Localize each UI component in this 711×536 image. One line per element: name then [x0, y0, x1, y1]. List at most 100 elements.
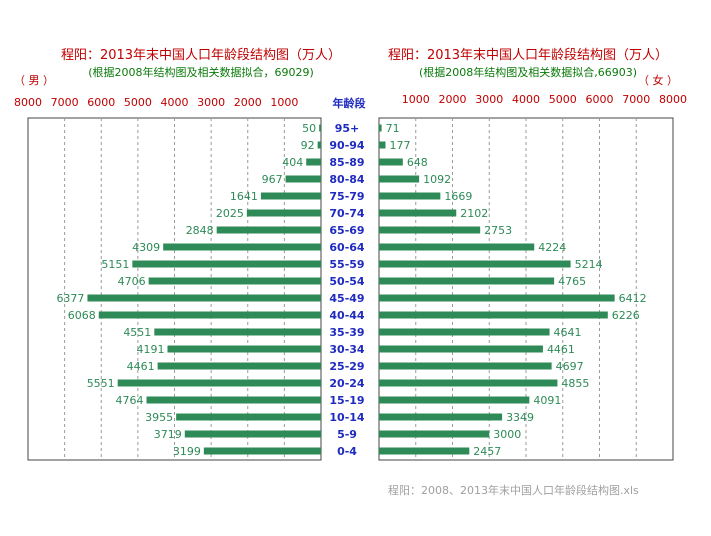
male-bar — [317, 141, 321, 149]
age-label: 50-54 — [329, 275, 365, 288]
age-label: 45-49 — [329, 292, 364, 305]
male-value-label: 404 — [282, 156, 303, 169]
female-value-label: 4697 — [556, 360, 584, 373]
female-value-label: 4224 — [538, 241, 566, 254]
female-bar — [379, 124, 382, 132]
male-bar — [184, 430, 321, 438]
female-value-label: 648 — [407, 156, 428, 169]
female-bar — [379, 158, 403, 166]
female-bar — [379, 447, 470, 455]
female-value-label: 3349 — [506, 411, 534, 424]
male-value-label: 3199 — [173, 445, 201, 458]
male-bar — [176, 413, 321, 421]
male-bar — [117, 379, 321, 387]
male-value-label: 967 — [262, 173, 283, 186]
bars — [87, 124, 615, 455]
age-label: 85-89 — [329, 156, 364, 169]
age-label: 35-39 — [329, 326, 364, 339]
age-label: 80-84 — [329, 173, 365, 186]
female-value-label: 4855 — [561, 377, 589, 390]
age-label: 5-9 — [337, 428, 357, 441]
male-value-label: 6377 — [56, 292, 84, 305]
male-label: （ 男 ） — [14, 74, 54, 87]
right-tick-label: 1000 — [402, 93, 430, 106]
male-value-label: 4706 — [118, 275, 146, 288]
female-bar — [379, 209, 457, 217]
source-file-label: 程阳：2008、2013年末中国人口年龄段结构图.xls — [388, 483, 639, 497]
male-value-label: 1641 — [230, 190, 258, 203]
male-value-label: 2848 — [186, 224, 214, 237]
left-tick-label: 8000 — [14, 96, 42, 109]
right-tick-label: 7000 — [622, 93, 650, 106]
right-tick-label: 2000 — [439, 93, 467, 106]
value-labels: 50 71 92 177 404 648 967 1092 1641 1669 2025 2102 28… — [56, 122, 646, 458]
left-tick-label: 5000 — [124, 96, 152, 109]
male-value-label: 4191 — [137, 343, 165, 356]
male-bar — [167, 345, 321, 353]
age-label: 30-34 — [329, 343, 365, 356]
female-bar — [379, 226, 481, 234]
male-bar — [154, 328, 321, 336]
female-value-label: 3000 — [493, 428, 521, 441]
female-value-label: 71 — [386, 122, 400, 135]
female-value-label: 4091 — [533, 394, 561, 407]
age-label: 75-79 — [329, 190, 364, 203]
female-bar — [379, 328, 550, 336]
right-tick-label: 4000 — [512, 93, 540, 106]
right-chart-title: 程阳：2013年末中国人口年龄段结构图（万人） — [388, 48, 668, 63]
female-value-label: 1669 — [444, 190, 472, 203]
male-value-label: 50 — [302, 122, 316, 135]
age-group-header: 年龄段 — [333, 96, 366, 110]
age-label: 15-19 — [329, 394, 364, 407]
right-tick-label: 5000 — [549, 93, 577, 106]
male-value-label: 3719 — [154, 428, 182, 441]
age-labels: 95+ 90-94 85-89 80-84 75-79 70-74 65-69 60-64 55… — [329, 122, 365, 458]
age-label: 0-4 — [337, 445, 357, 458]
female-bar — [379, 141, 386, 149]
age-label: 40-44 — [329, 309, 365, 322]
female-bar — [379, 430, 490, 438]
male-bar — [306, 158, 321, 166]
female-bar — [379, 260, 571, 268]
female-bar — [379, 413, 503, 421]
left-tick-label: 2000 — [234, 96, 262, 109]
age-label: 95+ — [335, 122, 360, 135]
male-bar — [260, 192, 321, 200]
male-bar — [285, 175, 321, 183]
male-bar — [87, 294, 321, 302]
male-value-label: 6068 — [68, 309, 96, 322]
male-bar — [216, 226, 321, 234]
female-value-label: 4461 — [547, 343, 575, 356]
female-bar — [379, 379, 558, 387]
female-value-label: 5214 — [575, 258, 603, 271]
female-value-label: 2457 — [473, 445, 501, 458]
right-tick-label: 8000 — [659, 93, 687, 106]
age-label: 55-59 — [329, 258, 364, 271]
right-tick-label: 3000 — [475, 93, 503, 106]
female-value-label: 2102 — [460, 207, 488, 220]
age-label: 65-69 — [329, 224, 364, 237]
right-tick-label: 6000 — [586, 93, 614, 106]
female-bar — [379, 192, 441, 200]
male-value-label: 92 — [301, 139, 315, 152]
female-bar — [379, 362, 552, 370]
age-label: 70-74 — [329, 207, 365, 220]
female-bar — [379, 175, 420, 183]
male-value-label: 4764 — [116, 394, 144, 407]
male-value-label: 2025 — [216, 207, 244, 220]
male-bar — [319, 124, 321, 132]
female-value-label: 1092 — [423, 173, 451, 186]
female-value-label: 6226 — [612, 309, 640, 322]
age-label: 90-94 — [329, 139, 365, 152]
male-value-label: 4309 — [132, 241, 160, 254]
female-bar — [379, 345, 543, 353]
male-value-label: 5551 — [87, 377, 115, 390]
male-bar — [146, 396, 321, 404]
male-value-label: 4551 — [123, 326, 151, 339]
female-value-label: 6412 — [619, 292, 647, 305]
left-chart-title: 程阳：2013年末中国人口年龄段结构图（万人） — [61, 48, 341, 63]
left-tick-label: 6000 — [87, 96, 115, 109]
male-value-label: 4461 — [127, 360, 155, 373]
